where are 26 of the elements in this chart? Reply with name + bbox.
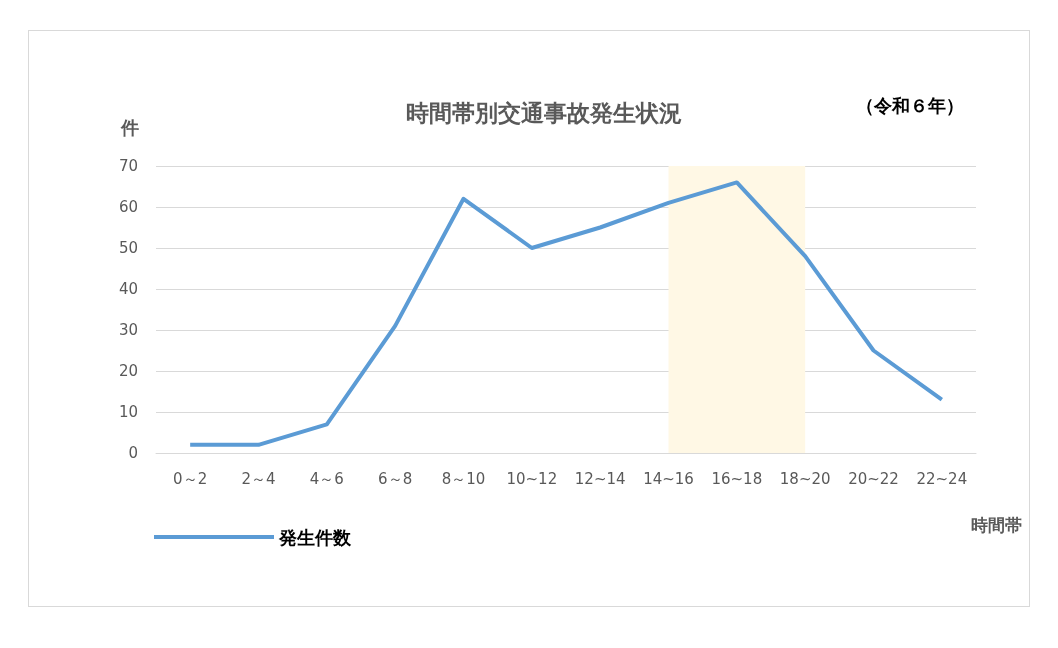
y-tick-label: 60 bbox=[118, 198, 138, 216]
line-series bbox=[188, 180, 944, 447]
x-tick-label: 2～4 bbox=[241, 469, 276, 488]
y-tick-label: 30 bbox=[118, 321, 138, 339]
y-tick-label: 10 bbox=[118, 403, 138, 421]
y-tick-label: 50 bbox=[118, 239, 138, 257]
x-axis-title: 時間帯 bbox=[971, 515, 1023, 535]
x-tick-label: 12~14 bbox=[574, 469, 626, 488]
x-tick-label: 0～2 bbox=[173, 469, 208, 488]
x-tick-label: 22~24 bbox=[916, 469, 968, 488]
x-tick-label: 4～6 bbox=[309, 469, 344, 488]
x-tick-label: 18~20 bbox=[779, 469, 831, 488]
x-tick-label: 20~22 bbox=[848, 469, 899, 488]
y-tick-label: 20 bbox=[118, 362, 138, 380]
x-tick-label: 16~18 bbox=[711, 469, 763, 488]
x-tick-label: 8～10 bbox=[441, 469, 486, 488]
y-axis-title: 件 bbox=[120, 116, 139, 138]
x-tick-label: 6～8 bbox=[378, 469, 413, 488]
text: （令和６年） bbox=[856, 94, 964, 116]
x-tick-label: 10~12 bbox=[506, 469, 558, 488]
y-tick-label: 70 bbox=[118, 157, 138, 175]
y-tick-label: 0 bbox=[128, 444, 138, 462]
x-tick-label: 14~16 bbox=[643, 469, 694, 488]
y-tick-label: 40 bbox=[118, 280, 138, 298]
text: 発生件数 bbox=[278, 526, 352, 548]
chart-title: 時間帯別交通事故発生状況 bbox=[406, 99, 682, 126]
